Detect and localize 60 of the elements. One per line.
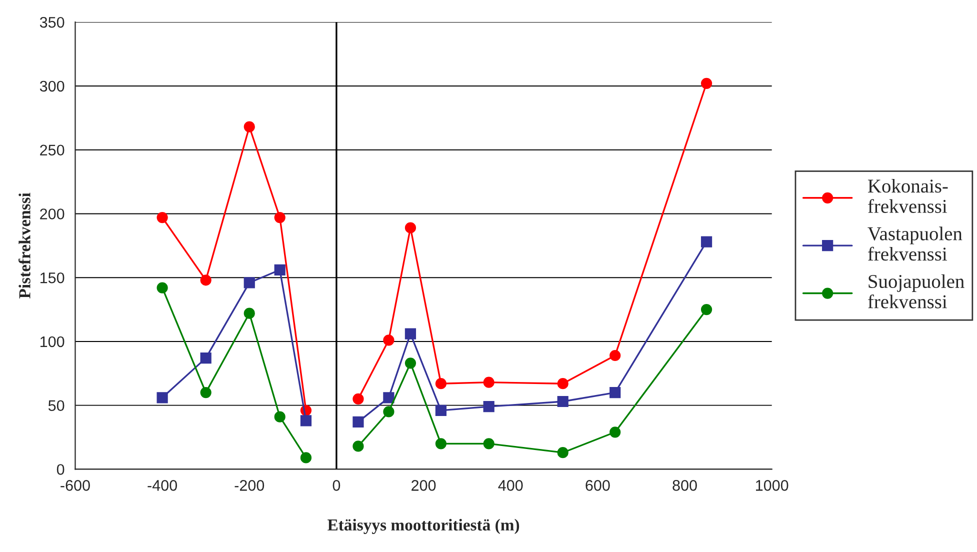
point	[352, 393, 364, 404]
point	[352, 416, 364, 428]
point	[435, 404, 446, 416]
point	[483, 401, 494, 412]
y-tick-label: 100	[40, 336, 64, 348]
y-tick-label: 300	[40, 80, 64, 92]
point	[610, 350, 621, 362]
point	[274, 264, 286, 276]
x-tick-label: 1000	[756, 480, 788, 491]
y-tick-label: 200	[40, 208, 64, 220]
y-axis-title: Pistefrekvenssi	[18, 192, 30, 298]
point	[300, 452, 312, 464]
y-tick-label: 150	[40, 272, 64, 284]
point	[244, 308, 255, 319]
point	[274, 212, 286, 224]
point	[383, 406, 394, 418]
point	[274, 411, 286, 422]
point	[383, 392, 394, 404]
point	[435, 378, 446, 390]
point	[483, 376, 494, 388]
point	[404, 328, 416, 340]
point	[700, 78, 712, 89]
point	[700, 236, 712, 248]
y-tick-label: 50	[48, 400, 64, 412]
point	[200, 386, 212, 398]
point	[300, 415, 312, 426]
x-tick-label: 800	[672, 480, 697, 491]
point	[557, 378, 568, 390]
point	[244, 277, 255, 288]
point	[156, 392, 168, 404]
x-tick-label: 0	[332, 480, 340, 491]
point	[483, 438, 494, 450]
point	[404, 358, 416, 369]
x-tick-label: 400	[498, 480, 523, 491]
point	[610, 386, 621, 398]
point	[700, 304, 712, 316]
point	[200, 274, 212, 286]
x-tick-label: -200	[234, 480, 264, 491]
point	[156, 282, 168, 294]
x-tick-label: -400	[148, 480, 177, 491]
legend-label: Kokonais- frekvenssi	[868, 178, 948, 213]
x-tick-label: 200	[412, 480, 436, 491]
x-tick-label: -600	[60, 480, 90, 491]
point	[557, 396, 568, 408]
point	[200, 352, 212, 364]
y-tick-label: 0	[56, 464, 64, 475]
y-tick-label: 350	[40, 16, 64, 28]
point	[383, 334, 394, 346]
point	[610, 426, 621, 438]
legend-label: Vastapuolen frekvenssi	[868, 226, 962, 261]
x-axis-title: Etäisyys moottoritiestä (m)	[328, 518, 520, 534]
point	[435, 438, 446, 450]
point	[244, 121, 255, 132]
point	[404, 222, 416, 234]
point	[156, 212, 168, 224]
legend-label: Suojapuolen frekvenssi	[868, 274, 964, 308]
point	[557, 447, 568, 458]
point	[352, 440, 364, 452]
y-tick-label: 250	[40, 144, 64, 156]
x-tick-label: 600	[586, 480, 610, 491]
